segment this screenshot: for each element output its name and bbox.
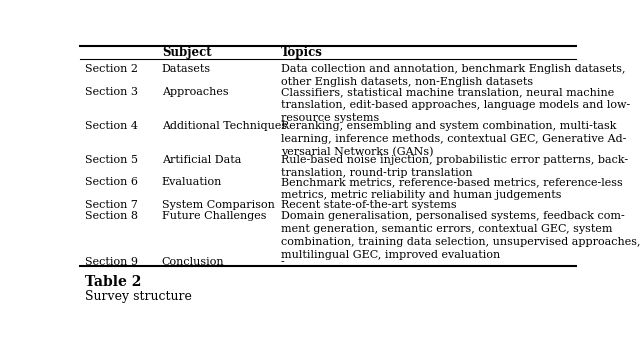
Text: Section 8: Section 8 — [85, 211, 138, 221]
Text: Section 2: Section 2 — [85, 64, 138, 74]
Text: Benchmark metrics, reference-based metrics, reference-less
metrics, metric relia: Benchmark metrics, reference-based metri… — [281, 177, 623, 200]
Text: Datasets: Datasets — [162, 64, 211, 74]
Text: Data collection and annotation, benchmark English datasets,
other English datase: Data collection and annotation, benchmar… — [281, 64, 625, 87]
Text: Recent state-of-the-art systems: Recent state-of-the-art systems — [281, 200, 456, 210]
Text: Section 4: Section 4 — [85, 121, 138, 131]
Text: Table 2: Table 2 — [85, 275, 141, 289]
Text: Artificial Data: Artificial Data — [162, 155, 241, 165]
Text: Survey structure: Survey structure — [85, 290, 192, 303]
Text: Classifiers, statistical machine translation, neural machine
translation, edit-b: Classifiers, statistical machine transla… — [281, 87, 630, 123]
Text: Topics: Topics — [281, 47, 323, 60]
Text: Section 7: Section 7 — [85, 200, 138, 210]
Text: Approaches: Approaches — [162, 87, 228, 97]
Text: Section 6: Section 6 — [85, 177, 138, 187]
Text: Subject: Subject — [162, 47, 211, 60]
Text: -: - — [281, 256, 285, 267]
Text: Section 9: Section 9 — [85, 256, 138, 267]
Text: Conclusion: Conclusion — [162, 256, 225, 267]
Text: Section 5: Section 5 — [85, 155, 138, 165]
Text: Rule-based noise injection, probabilistic error patterns, back-
translation, rou: Rule-based noise injection, probabilisti… — [281, 155, 628, 178]
Text: Reranking, ensembling and system combination, multi-task
learning, inference met: Reranking, ensembling and system combina… — [281, 121, 627, 157]
Text: Section 3: Section 3 — [85, 87, 138, 97]
Text: System Comparison: System Comparison — [162, 200, 275, 210]
Text: Additional Techniques: Additional Techniques — [162, 121, 287, 131]
Text: Future Challenges: Future Challenges — [162, 211, 266, 221]
Text: Evaluation: Evaluation — [162, 177, 222, 187]
Text: Domain generalisation, personalised systems, feedback com-
ment generation, sema: Domain generalisation, personalised syst… — [281, 211, 640, 260]
